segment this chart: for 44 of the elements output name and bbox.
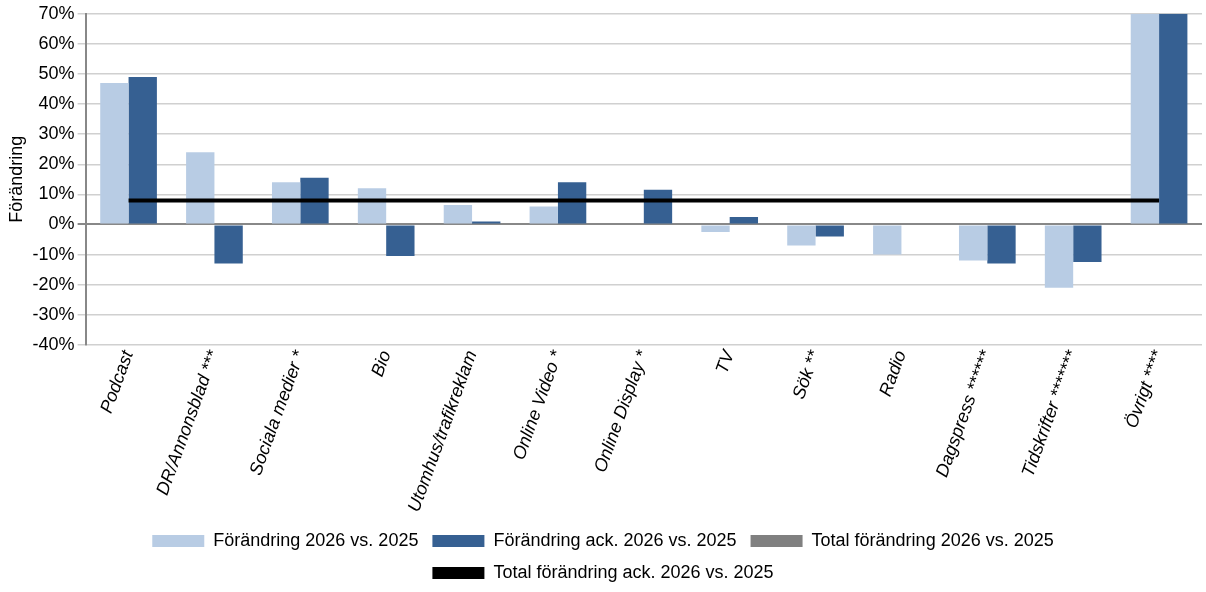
bar: [186, 152, 215, 224]
bar: [443, 204, 473, 224]
x-tick-label: TV: [711, 345, 739, 377]
y-tick-label: -40%: [32, 333, 75, 354]
bar: [873, 225, 902, 255]
bar: [100, 83, 129, 224]
x-tick-label: Bio: [366, 347, 395, 380]
y-tick-label: 20%: [38, 153, 75, 174]
x-tick-label: Sök **: [788, 346, 825, 402]
y-tick-label: -30%: [32, 303, 75, 324]
x-tick-label: Övrigt ****: [1121, 346, 1168, 431]
bar: [529, 206, 558, 224]
bar: [1130, 13, 1160, 224]
bar: [128, 77, 157, 224]
bar: [958, 225, 988, 261]
y-tick-label: -20%: [32, 273, 75, 294]
y-tick-label: 30%: [38, 123, 75, 144]
legend-label: Total förändring 2026 vs. 2025: [811, 529, 1054, 550]
bar: [701, 225, 730, 232]
bar: [1073, 225, 1102, 263]
bar: [214, 225, 243, 264]
bar: [729, 216, 759, 224]
y-tick-label: 10%: [38, 183, 75, 204]
x-tick-label: Sociala medier *: [245, 346, 310, 478]
legend-label: Förändring ack. 2026 vs. 2025: [493, 529, 737, 550]
bar: [300, 177, 329, 224]
y-axis-title: Förändring: [5, 135, 26, 223]
legend-label: Total förändring ack. 2026 vs. 2025: [493, 561, 774, 582]
x-tick-label: Online Video *: [508, 346, 567, 463]
y-tick-label: 40%: [38, 93, 75, 114]
bar: [1044, 225, 1074, 288]
legend-label: Förändring 2026 vs. 2025: [213, 529, 419, 550]
y-tick-label: 70%: [38, 2, 75, 23]
bar: [787, 225, 816, 246]
bar: [386, 225, 415, 257]
bar: [815, 225, 844, 237]
x-tick-label: Radio: [875, 347, 910, 399]
y-tick-label: 0%: [48, 213, 75, 234]
bar: [987, 225, 1016, 264]
y-tick-label: -10%: [32, 243, 75, 264]
bar: [472, 221, 501, 224]
y-tick-label: 50%: [38, 62, 75, 83]
bar: [1159, 13, 1188, 224]
y-tick-label: 60%: [38, 32, 75, 53]
